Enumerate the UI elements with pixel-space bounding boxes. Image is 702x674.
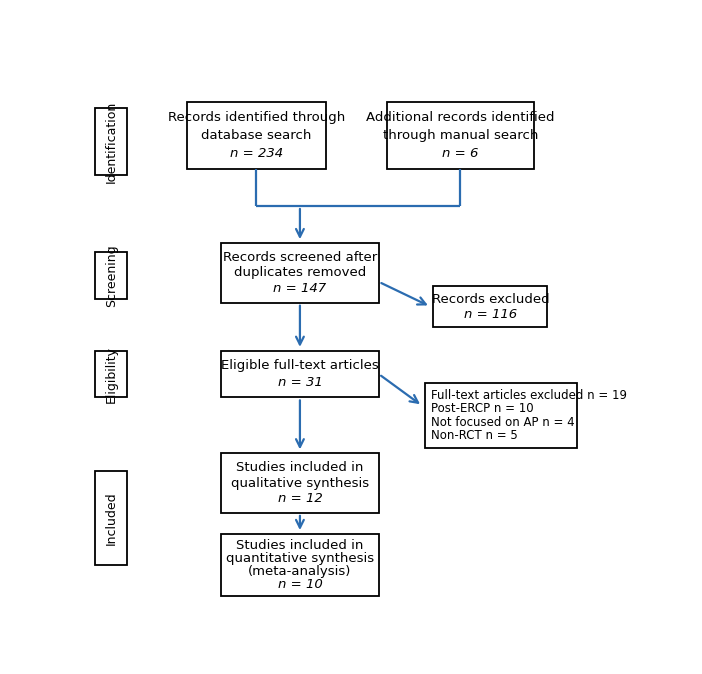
Text: Eligible full-text articles: Eligible full-text articles <box>221 359 379 372</box>
Text: database search: database search <box>201 129 312 142</box>
Text: Identification: Identification <box>105 100 118 183</box>
Text: n = 147: n = 147 <box>273 282 326 295</box>
Text: Full-text articles excluded n = 19: Full-text articles excluded n = 19 <box>430 389 626 402</box>
Text: Non-RCT n = 5: Non-RCT n = 5 <box>430 429 517 442</box>
Text: Post-ERCP n = 10: Post-ERCP n = 10 <box>430 402 533 415</box>
Text: n = 12: n = 12 <box>277 492 322 506</box>
Text: Included: Included <box>105 491 118 545</box>
Bar <box>221 243 379 303</box>
Text: Studies included in: Studies included in <box>237 461 364 474</box>
Text: Screening: Screening <box>105 244 118 307</box>
Text: n = 234: n = 234 <box>230 147 283 160</box>
Bar <box>95 350 128 398</box>
Text: Studies included in: Studies included in <box>237 539 364 552</box>
Bar <box>387 102 534 169</box>
Text: Eligibility: Eligibility <box>105 346 118 402</box>
Text: duplicates removed: duplicates removed <box>234 266 366 280</box>
Bar <box>221 453 379 513</box>
Text: Records screened after: Records screened after <box>223 251 377 264</box>
Bar <box>425 384 578 448</box>
Text: Records identified through: Records identified through <box>168 111 345 124</box>
Bar <box>95 108 128 175</box>
Text: n = 6: n = 6 <box>442 147 479 160</box>
Bar <box>187 102 326 169</box>
Bar <box>221 350 379 398</box>
Text: n = 116: n = 116 <box>464 307 517 321</box>
Text: Records excluded: Records excluded <box>432 293 549 306</box>
Text: n = 31: n = 31 <box>277 376 322 389</box>
Text: through manual search: through manual search <box>383 129 538 142</box>
Text: n = 10: n = 10 <box>277 578 322 591</box>
Bar <box>95 252 128 299</box>
Text: (meta-analysis): (meta-analysis) <box>249 565 352 578</box>
Bar <box>221 534 379 596</box>
Bar <box>433 286 548 328</box>
Bar <box>95 471 128 565</box>
Text: qualitative synthesis: qualitative synthesis <box>231 477 369 489</box>
Text: Additional records identified: Additional records identified <box>366 111 555 124</box>
Text: quantitative synthesis: quantitative synthesis <box>226 552 374 565</box>
Text: Not focused on AP n = 4: Not focused on AP n = 4 <box>430 416 574 429</box>
